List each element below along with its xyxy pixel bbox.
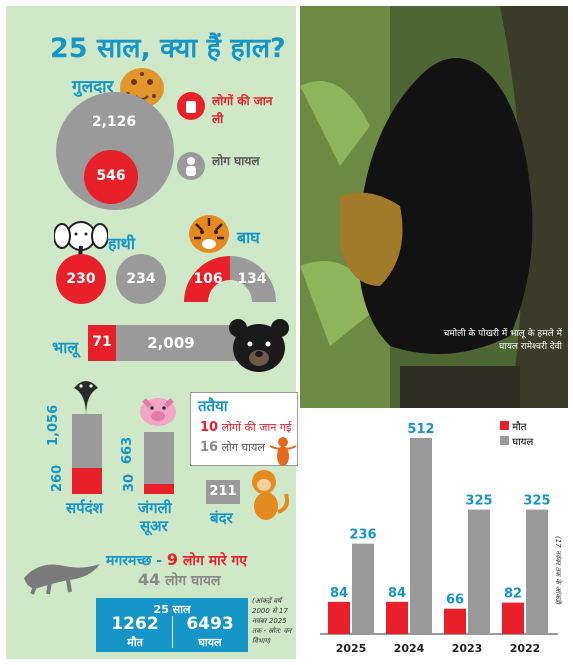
- crocodile-label: मगरमच्छ -: [106, 553, 163, 569]
- tiger-injured-value: 134: [237, 271, 267, 287]
- wasp-label: ततैया: [198, 397, 228, 415]
- summary-deaths-label: मौत: [127, 636, 143, 649]
- wasp-deaths-line: 10 लोगों की जान गई: [200, 420, 291, 435]
- bar-deaths-2022: [502, 602, 524, 634]
- bar-injured-2024: [410, 438, 432, 634]
- snake-label: सर्पदंश: [66, 499, 103, 517]
- bar-deaths-2025: [328, 601, 350, 634]
- tiger-label: बाघ: [237, 228, 260, 247]
- boar-injured-bar: [144, 432, 174, 484]
- chart-legend: मौत घायल: [500, 420, 533, 450]
- deaths-legend-icon: [177, 92, 205, 120]
- data-label-injured-2023: 325: [465, 494, 492, 509]
- summary-injured-label: घायल: [198, 636, 222, 649]
- snake-deaths-bar: [72, 468, 102, 494]
- injured-legend-icon: [177, 152, 205, 180]
- snake-injured-value: 1,056: [46, 404, 61, 446]
- snake-injured-bar: [72, 414, 102, 468]
- leopard-label: गुलदार: [72, 77, 114, 97]
- boar-label-line1: जंगली: [138, 499, 172, 517]
- monkey-icon: [252, 470, 289, 520]
- bear-label: भालू: [52, 338, 79, 357]
- tiger-deaths-value: 106: [193, 271, 223, 287]
- bear-injured-value: 2,009: [147, 334, 195, 352]
- source-note: (आंकड़ें वर्ष 2000 से 17 नवंबर 2025 तक -…: [252, 597, 292, 645]
- monkey-label: बंदर: [210, 509, 233, 527]
- photo-caption: चमोली के पोखरी में भालू के हमले में घायल…: [443, 329, 562, 352]
- wasp-deaths-num: 10: [200, 420, 219, 435]
- crocodile-injured-num: 44: [138, 570, 161, 589]
- boar-icon: [140, 398, 176, 426]
- leopard-deaths-circle: [84, 150, 138, 204]
- bar-injured-2022: [526, 509, 548, 634]
- legend-label-deaths: मौत: [512, 422, 527, 433]
- legend-swatch-deaths: [500, 421, 509, 430]
- tiger-icon: [189, 215, 229, 253]
- elephant-injured-value: 234: [126, 271, 156, 287]
- legend-item-deaths: मौत: [500, 420, 533, 435]
- snake-icon: [74, 381, 98, 416]
- crocodile-deaths-text: लोग मारे गए: [182, 553, 248, 569]
- x-tick-label-2023: 2023: [452, 642, 483, 655]
- yearly-bar-chart: 84 236 2025 84 512 2024 66 325 2023 82 325 2022: [320, 422, 558, 655]
- bear-icon: [229, 319, 289, 372]
- data-label-deaths-2022: 82: [504, 587, 522, 602]
- data-label-injured-2025: 236: [349, 528, 376, 543]
- elephant-injured-circle: [116, 254, 166, 304]
- boar-label-line2: सूअर: [140, 517, 168, 535]
- data-label-deaths-2025: 84: [330, 586, 348, 601]
- legend-item-injured: घायल: [500, 435, 533, 450]
- summary-deaths-value: 1262: [111, 614, 159, 634]
- bar-injured-2025: [352, 543, 374, 634]
- legend-swatch-injured: [500, 436, 509, 445]
- tiger-arcs: [184, 256, 276, 302]
- elephant-deaths-circle: [56, 254, 106, 304]
- data-label-injured-2024: 512: [407, 422, 434, 437]
- x-tick-label-2022: 2022: [510, 642, 541, 655]
- boar-deaths-value: 30: [122, 473, 137, 492]
- data-label-injured-2022: 325: [523, 494, 550, 509]
- wasp-injured-line: 16 लोग घायल: [200, 440, 265, 455]
- legend-label-injured: घायल: [512, 437, 534, 448]
- data-label-deaths-2024: 84: [388, 586, 406, 601]
- monkey-injured-value: 211: [209, 484, 237, 499]
- boar-deaths-bar: [144, 484, 174, 494]
- crocodile-icon: [24, 564, 100, 595]
- x-tick-label-2024: 2024: [394, 642, 425, 655]
- data-label-deaths-2023: 66: [446, 593, 464, 608]
- elephant-deaths-value: 230: [66, 271, 96, 287]
- bear-deaths-bar: [88, 325, 116, 361]
- crocodile-line1: मगरमच्छ - 9 लोग मारे गए: [106, 550, 247, 570]
- summary-divider: [172, 616, 173, 648]
- leopard-injured-value: 2,126: [91, 114, 137, 130]
- victim-photo: चमोली के पोखरी में भालू के हमले में घायल…: [300, 6, 568, 408]
- bar-deaths-2023: [444, 608, 466, 634]
- crocodile-line2: 44 लोग घायल: [138, 570, 221, 590]
- monkey-injured-box: [206, 480, 240, 504]
- bear-injured-bar: [116, 325, 240, 361]
- headline: 25 साल, क्या हैं हाल?: [50, 33, 286, 64]
- boar-injured-value: 663: [120, 436, 135, 464]
- bar-deaths-2024: [386, 601, 408, 634]
- elephant-label: हाथी: [108, 234, 136, 253]
- bar-injured-2023: [468, 509, 490, 634]
- wasp-injured-text: लोग घायल: [221, 441, 265, 454]
- wasp-injured-num: 16: [200, 440, 219, 455]
- crocodile-deaths-num: 9: [166, 550, 179, 569]
- wasp-icon: [269, 437, 297, 466]
- deaths-legend-label: लोगों की जान ली: [212, 94, 273, 126]
- summary-injured-value: 6493: [186, 614, 234, 634]
- snake-deaths-value: 260: [50, 464, 65, 492]
- summary-title: 25 साल: [153, 603, 191, 616]
- bear-deaths-value: 71: [92, 334, 112, 350]
- leopard-deaths-value: 546: [96, 168, 126, 184]
- crocodile-injured-text: लोग घायल: [165, 573, 221, 589]
- injured-legend-label: लोग घायल: [212, 154, 260, 168]
- wasp-deaths-text: लोगों की जान गई: [221, 421, 292, 434]
- x-tick-label-2025: 2025: [336, 642, 367, 655]
